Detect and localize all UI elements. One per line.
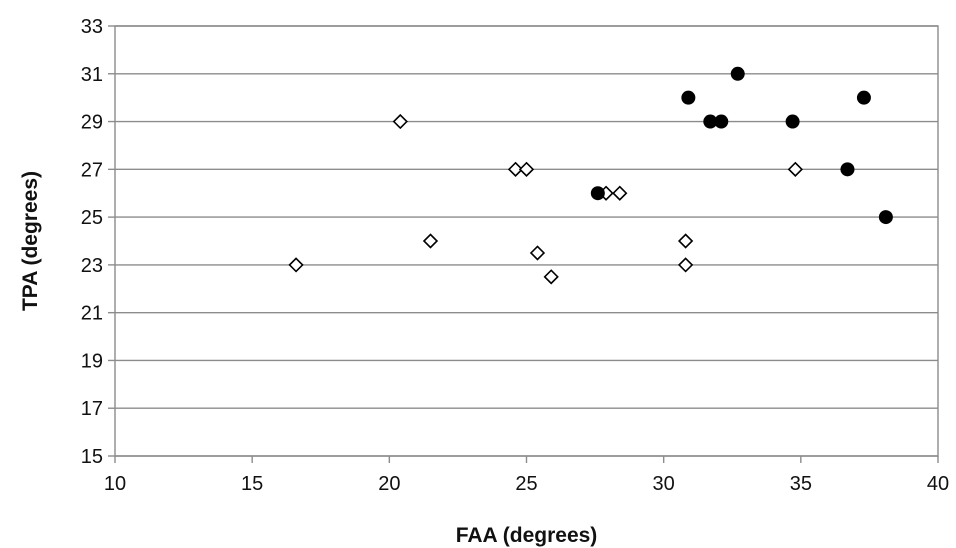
data-point-circle xyxy=(730,66,745,81)
data-point-diamond xyxy=(529,245,546,261)
y-axis-title: TPA (degrees) xyxy=(19,171,42,311)
xtick-label: 20 xyxy=(378,473,400,495)
ytick-label: 25 xyxy=(81,207,103,229)
y-axis-ticks: 15 17 19 21 23 25 27 29 31 33 xyxy=(81,16,115,468)
xtick-label: 15 xyxy=(241,473,263,495)
data-point-diamond xyxy=(787,161,803,177)
ytick-label: 27 xyxy=(81,159,103,181)
data-point-circle xyxy=(840,162,855,177)
ytick-label: 15 xyxy=(81,446,103,468)
data-point-diamond xyxy=(677,257,694,273)
data-points xyxy=(288,66,893,285)
data-point-circle xyxy=(878,210,893,225)
data-point-diamond xyxy=(288,257,304,273)
plot-frame xyxy=(114,25,939,457)
ytick-label: 17 xyxy=(81,398,103,420)
data-point-circle xyxy=(856,90,871,105)
data-point-diamond xyxy=(392,113,408,130)
xtick-label: 25 xyxy=(515,473,537,495)
data-point-diamond xyxy=(518,161,535,177)
data-point-diamond xyxy=(543,269,559,285)
ytick-label: 23 xyxy=(81,255,103,277)
data-point-circle xyxy=(714,114,729,129)
data-point-diamond xyxy=(422,233,439,249)
ytick-label: 29 xyxy=(81,112,103,134)
x-axis-ticks: 10 15 20 25 30 35 40 xyxy=(104,456,949,495)
data-point-diamond xyxy=(612,185,628,201)
xtick-label: 40 xyxy=(927,473,949,495)
x-axis-title: FAA (degrees) xyxy=(456,524,598,547)
ytick-label: 33 xyxy=(81,16,103,38)
series-1-open-diamond xyxy=(288,113,803,285)
data-point-circle xyxy=(785,114,800,129)
data-point-circle xyxy=(590,186,605,201)
ytick-label: 19 xyxy=(81,350,103,372)
ytick-label: 31 xyxy=(81,64,103,86)
data-point-diamond xyxy=(677,233,694,249)
gridlines xyxy=(115,25,938,457)
series-2-filled-circle xyxy=(590,66,893,225)
data-point-diamond xyxy=(507,161,524,177)
xtick-label: 30 xyxy=(653,473,675,495)
data-point-circle xyxy=(681,90,696,105)
xtick-label: 35 xyxy=(790,473,812,495)
ytick-label: 21 xyxy=(81,303,103,325)
data-point-circle xyxy=(703,114,718,129)
xtick-label: 10 xyxy=(104,473,126,495)
